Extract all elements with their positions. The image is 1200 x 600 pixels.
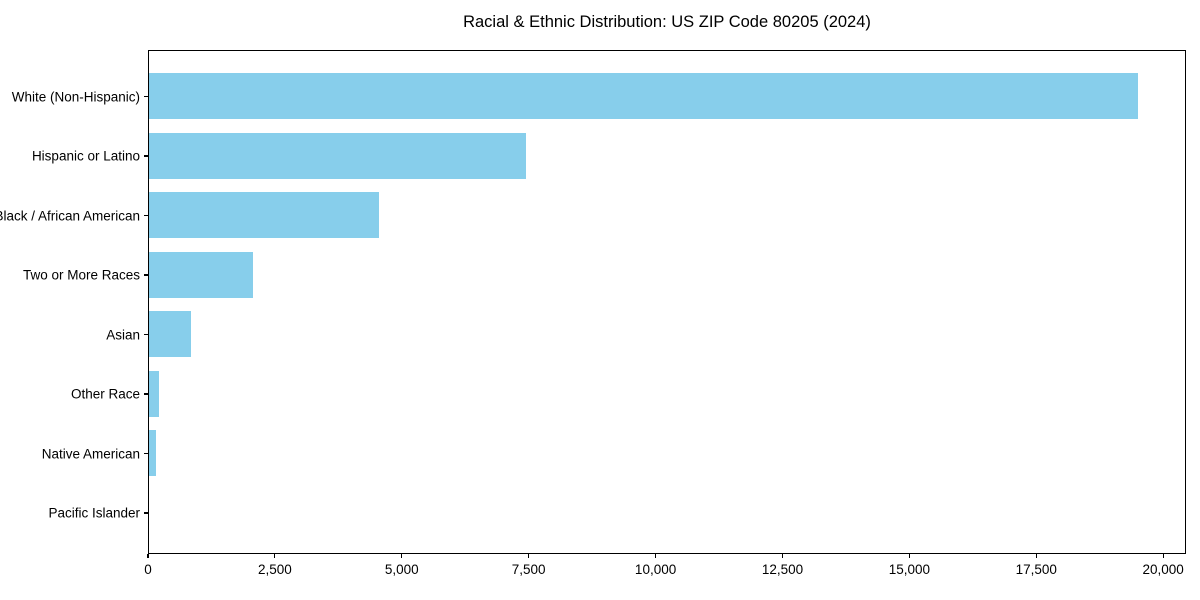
x-tick-label: 0: [144, 562, 152, 577]
y-tick-label: Two or More Races: [22, 267, 140, 283]
bar-native-american: [149, 430, 157, 477]
x-axis-tick: [1162, 554, 1164, 558]
x-tick-label: 17,500: [1015, 562, 1057, 577]
bar-asian: [149, 311, 192, 358]
y-tick-label: White (Non-Hispanic): [11, 89, 140, 104]
x-axis-tick: [147, 554, 149, 558]
x-axis-tick: [1035, 554, 1037, 558]
y-axis-tick: [144, 214, 148, 217]
plot-area: [148, 50, 1186, 554]
y-tick-label: Hispanic or Latino: [31, 148, 140, 164]
bar-two-or-more-races: [149, 251, 254, 298]
x-tick-label: 7,500: [511, 562, 546, 577]
y-axis-tick: [144, 333, 148, 336]
bar-white-non-hispanic: [149, 73, 1138, 120]
x-tick-label: 15,000: [888, 562, 931, 577]
bar-black-african-american: [149, 192, 379, 239]
bar-hispanic-or-latino: [149, 132, 527, 179]
x-axis-tick: [401, 554, 403, 558]
x-tick-label: 20,000: [1142, 562, 1184, 577]
x-tick-label: 12,500: [761, 562, 804, 577]
chart-title: Racial & Ethnic Distribution: US ZIP Cod…: [463, 13, 871, 31]
y-tick-label: Black / African American: [0, 208, 140, 223]
y-tick-label: Other Race: [70, 386, 140, 402]
y-tick-label: Native American: [41, 446, 140, 461]
x-axis-tick: [274, 554, 276, 558]
y-tick-label: Asian: [106, 327, 140, 342]
x-tick-label: 5,000: [384, 562, 419, 577]
y-axis-tick: [144, 274, 148, 276]
x-tick-label: 2,500: [257, 562, 292, 577]
y-tick-label: Pacific Islander: [48, 505, 140, 521]
y-axis-tick: [144, 512, 148, 514]
x-axis-tick: [908, 554, 910, 558]
x-tick-label: 10,000: [634, 562, 677, 577]
y-axis-tick: [144, 95, 148, 98]
x-axis-tick: [654, 554, 657, 558]
x-axis-tick: [528, 554, 530, 558]
y-axis-tick: [144, 155, 148, 157]
bar-other-race: [149, 370, 159, 417]
x-axis-tick: [781, 554, 784, 558]
y-axis-tick: [144, 393, 148, 395]
y-axis-tick: [144, 452, 148, 455]
